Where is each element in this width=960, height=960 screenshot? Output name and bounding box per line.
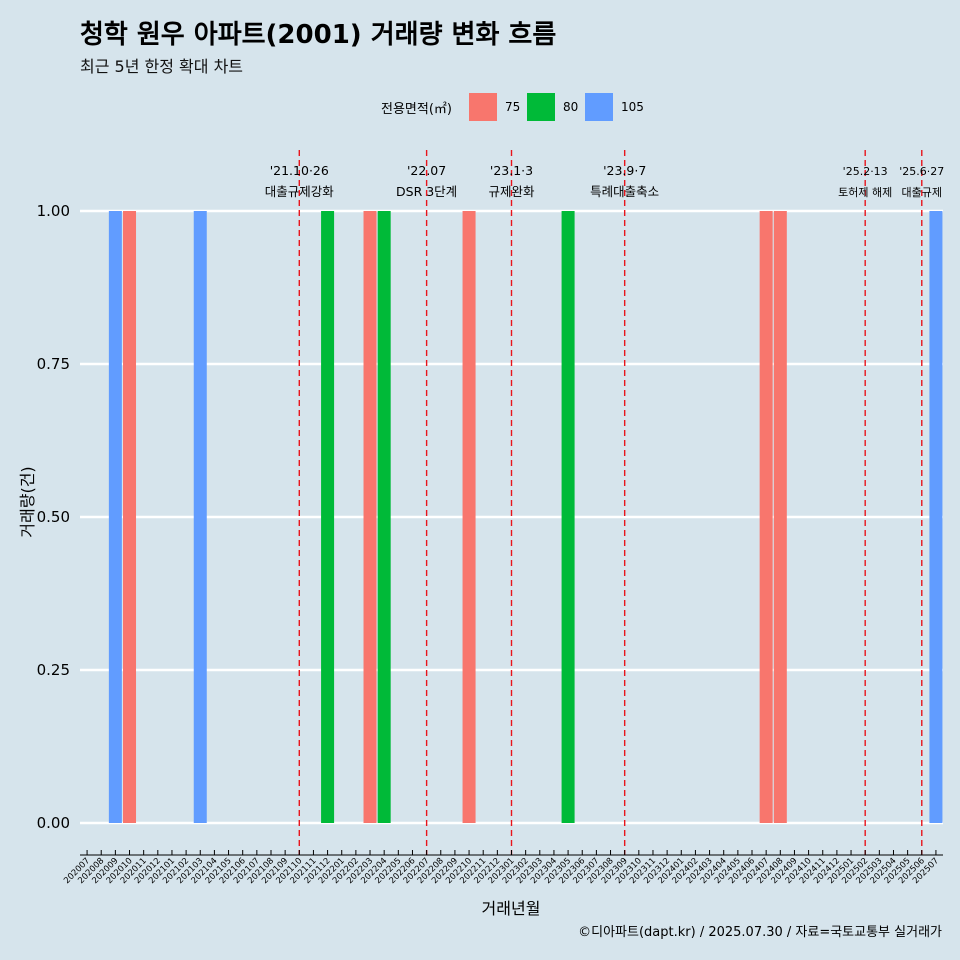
legend-key-80 — [527, 93, 555, 121]
annotation-date: '25.6·27 — [899, 165, 944, 178]
legend-key-75 — [469, 93, 497, 121]
annotation-label: DSR 3단계 — [396, 184, 457, 199]
bar-202407-75 — [759, 211, 773, 823]
legend: 전용면적(㎡) 75 80 105 — [0, 92, 960, 122]
bars — [108, 211, 943, 823]
bar-202010-75 — [123, 211, 137, 823]
bar-202305-80 — [561, 211, 575, 823]
y-tick-label: 1.00 — [37, 202, 70, 220]
bar-202203-75 — [363, 211, 377, 823]
annotation-label: 토허제 해제 — [838, 185, 892, 199]
legend-key-105 — [585, 93, 613, 121]
annotation-date: '23.1·3 — [490, 163, 533, 178]
annotation-label: 규제완화 — [488, 184, 535, 199]
annotation-date: '21.10·26 — [270, 163, 329, 178]
chart-subtitle: 최근 5년 한정 확대 차트 — [80, 57, 244, 76]
y-axis-label: 거래량(건) — [18, 466, 37, 537]
annotation-label: 대출규제강화 — [265, 184, 335, 199]
annotation-label: 특례대출축소 — [590, 184, 659, 199]
x-axis-label: 거래년월 — [482, 899, 541, 918]
annotation-date: '23.9·7 — [603, 163, 646, 178]
event-lines — [298, 150, 923, 855]
axes: 0.000.250.500.751.0020200720200820200920… — [37, 202, 943, 886]
legend-label-105: 105 — [621, 100, 644, 114]
legend-label-80: 80 — [563, 100, 579, 114]
chart-title: 청학 원우 아파트(2001) 거래량 변화 흐름 — [80, 20, 557, 50]
source-caption: ©디아파트(dapt.kr) / 2025.07.30 / 자료=국토교통부 실… — [578, 925, 942, 940]
y-tick-label: 0.50 — [37, 508, 70, 526]
legend-label-75: 75 — [505, 100, 521, 114]
bar-202112-80 — [321, 211, 335, 823]
bar-202103-105 — [193, 211, 207, 823]
annotation-date: '25.2·13 — [843, 165, 888, 178]
annotation-date: '22.07 — [407, 163, 446, 178]
y-tick-label: 0.25 — [37, 661, 70, 679]
y-tick-label: 0.00 — [37, 814, 70, 832]
bar-202507-105 — [929, 211, 943, 823]
bar-202210-75 — [462, 211, 476, 823]
y-tick-label: 0.75 — [37, 355, 70, 373]
bar-202204-80 — [377, 211, 391, 823]
legend-title: 전용면적(㎡) — [381, 102, 452, 117]
annotations: '21.10·26 대출규제강화 '22.07 DSR 3단계 '23.1·3 규제완화 '… — [265, 163, 945, 199]
bar-202408-75 — [773, 211, 787, 823]
bar-202009-105 — [108, 211, 122, 823]
annotation-label: 대출규제 — [902, 186, 942, 199]
